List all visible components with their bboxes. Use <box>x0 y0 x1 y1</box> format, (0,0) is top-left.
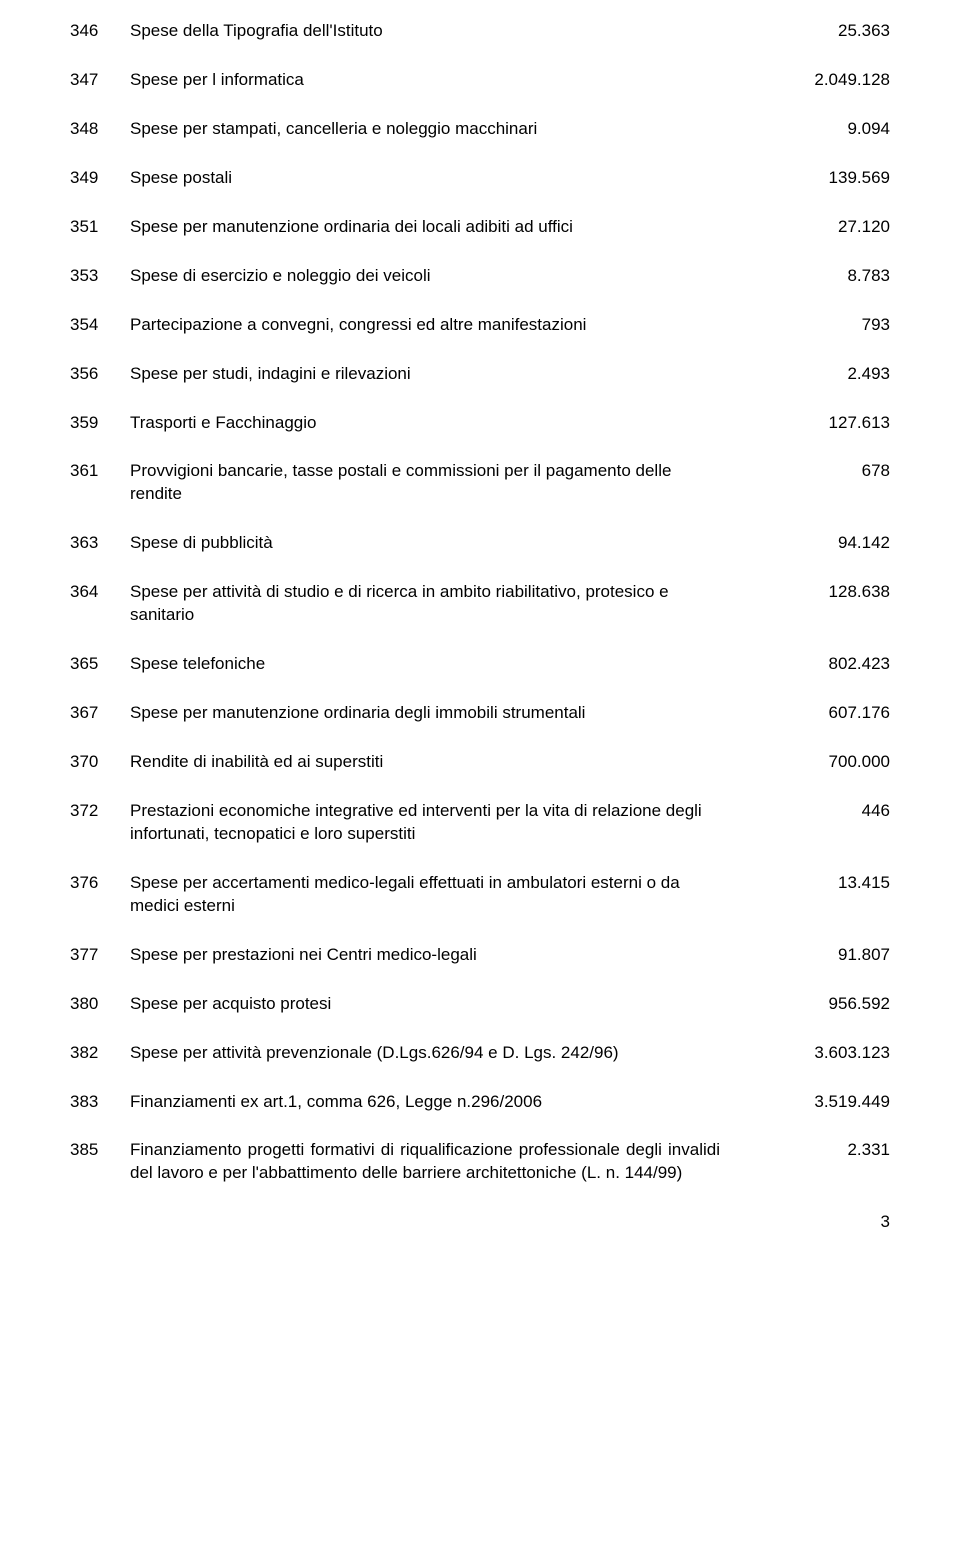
budget-line-items: 346Spese della Tipografia dell'Istituto2… <box>70 20 890 1185</box>
item-code: 367 <box>70 702 130 725</box>
table-row: 385Finanziamento progetti formativi di r… <box>70 1139 890 1185</box>
item-code: 376 <box>70 872 130 895</box>
item-code: 364 <box>70 581 130 604</box>
table-row: 356Spese per studi, indagini e rilevazio… <box>70 363 890 386</box>
item-code: 372 <box>70 800 130 823</box>
item-amount: 91.807 <box>760 944 890 967</box>
item-description: Prestazioni economiche integrative ed in… <box>130 800 760 846</box>
table-row: 383Finanziamenti ex art.1, comma 626, Le… <box>70 1091 890 1114</box>
item-amount: 2.331 <box>760 1139 890 1162</box>
item-amount: 678 <box>760 460 890 483</box>
item-amount: 139.569 <box>760 167 890 190</box>
table-row: 364Spese per attività di studio e di ric… <box>70 581 890 627</box>
table-row: 346Spese della Tipografia dell'Istituto2… <box>70 20 890 43</box>
item-description: Spese per manutenzione ordinaria degli i… <box>130 702 760 725</box>
item-amount: 13.415 <box>760 872 890 895</box>
item-code: 354 <box>70 314 130 337</box>
item-amount: 8.783 <box>760 265 890 288</box>
item-code: 377 <box>70 944 130 967</box>
item-description: Finanziamento progetti formativi di riqu… <box>130 1139 760 1185</box>
item-description: Spese per acquisto protesi <box>130 993 760 1016</box>
item-description: Spese postali <box>130 167 760 190</box>
item-amount: 127.613 <box>760 412 890 435</box>
item-code: 346 <box>70 20 130 43</box>
table-row: 353Spese di esercizio e noleggio dei vei… <box>70 265 890 288</box>
item-amount: 25.363 <box>760 20 890 43</box>
item-amount: 793 <box>760 314 890 337</box>
item-code: 382 <box>70 1042 130 1065</box>
table-row: 361Provvigioni bancarie, tasse postali e… <box>70 460 890 506</box>
item-code: 349 <box>70 167 130 190</box>
item-description: Spese telefoniche <box>130 653 760 676</box>
item-amount: 94.142 <box>760 532 890 555</box>
page-number: 3 <box>70 1211 890 1234</box>
item-amount: 2.049.128 <box>760 69 890 92</box>
table-row: 376Spese per accertamenti medico-legali … <box>70 872 890 918</box>
item-code: 385 <box>70 1139 130 1162</box>
item-code: 356 <box>70 363 130 386</box>
item-description: Spese per l informatica <box>130 69 760 92</box>
item-description: Spese per manutenzione ordinaria dei loc… <box>130 216 760 239</box>
item-code: 359 <box>70 412 130 435</box>
table-row: 347Spese per l informatica2.049.128 <box>70 69 890 92</box>
item-code: 380 <box>70 993 130 1016</box>
item-code: 363 <box>70 532 130 555</box>
item-amount: 9.094 <box>760 118 890 141</box>
item-amount: 607.176 <box>760 702 890 725</box>
item-amount: 3.519.449 <box>760 1091 890 1114</box>
table-row: 359Trasporti e Facchinaggio127.613 <box>70 412 890 435</box>
item-amount: 446 <box>760 800 890 823</box>
item-code: 353 <box>70 265 130 288</box>
item-description: Trasporti e Facchinaggio <box>130 412 760 435</box>
item-amount: 956.592 <box>760 993 890 1016</box>
item-description: Spese di esercizio e noleggio dei veicol… <box>130 265 760 288</box>
item-description: Spese della Tipografia dell'Istituto <box>130 20 760 43</box>
table-row: 377Spese per prestazioni nei Centri medi… <box>70 944 890 967</box>
table-row: 382Spese per attività prevenzionale (D.L… <box>70 1042 890 1065</box>
item-description: Spese per prestazioni nei Centri medico-… <box>130 944 760 967</box>
item-amount: 128.638 <box>760 581 890 604</box>
item-code: 365 <box>70 653 130 676</box>
item-code: 383 <box>70 1091 130 1114</box>
item-amount: 802.423 <box>760 653 890 676</box>
table-row: 365Spese telefoniche802.423 <box>70 653 890 676</box>
table-row: 363Spese di pubblicità94.142 <box>70 532 890 555</box>
item-code: 370 <box>70 751 130 774</box>
item-description: Spese per studi, indagini e rilevazioni <box>130 363 760 386</box>
table-row: 349Spese postali139.569 <box>70 167 890 190</box>
item-code: 347 <box>70 69 130 92</box>
item-amount: 27.120 <box>760 216 890 239</box>
item-amount: 2.493 <box>760 363 890 386</box>
table-row: 367Spese per manutenzione ordinaria degl… <box>70 702 890 725</box>
item-description: Spese per attività di studio e di ricerc… <box>130 581 760 627</box>
item-description: Provvigioni bancarie, tasse postali e co… <box>130 460 760 506</box>
item-description: Rendite di inabilità ed ai superstiti <box>130 751 760 774</box>
table-row: 380Spese per acquisto protesi956.592 <box>70 993 890 1016</box>
item-description: Partecipazione a convegni, congressi ed … <box>130 314 760 337</box>
item-description: Spese per stampati, cancelleria e nolegg… <box>130 118 760 141</box>
table-row: 370Rendite di inabilità ed ai superstiti… <box>70 751 890 774</box>
item-code: 348 <box>70 118 130 141</box>
item-description: Spese per accertamenti medico-legali eff… <box>130 872 760 918</box>
item-description: Spese di pubblicità <box>130 532 760 555</box>
item-description: Finanziamenti ex art.1, comma 626, Legge… <box>130 1091 760 1114</box>
item-amount: 700.000 <box>760 751 890 774</box>
table-row: 354Partecipazione a convegni, congressi … <box>70 314 890 337</box>
item-amount: 3.603.123 <box>760 1042 890 1065</box>
table-row: 351Spese per manutenzione ordinaria dei … <box>70 216 890 239</box>
item-description: Spese per attività prevenzionale (D.Lgs.… <box>130 1042 760 1065</box>
table-row: 348Spese per stampati, cancelleria e nol… <box>70 118 890 141</box>
item-code: 351 <box>70 216 130 239</box>
item-code: 361 <box>70 460 130 483</box>
table-row: 372Prestazioni economiche integrative ed… <box>70 800 890 846</box>
